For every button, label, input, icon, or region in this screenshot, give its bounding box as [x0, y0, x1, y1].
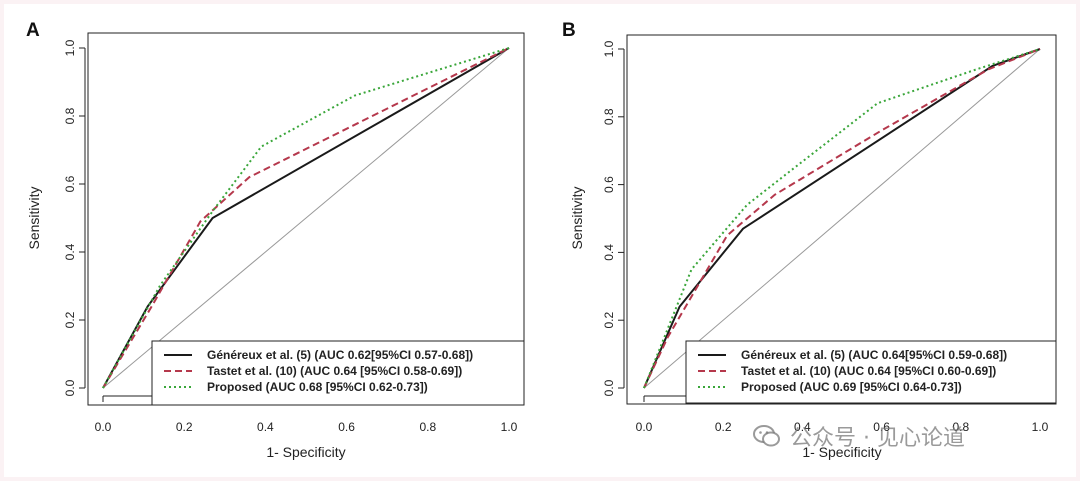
x-tick-label-b-1: 0.2: [715, 420, 732, 434]
y-tick-label-b-2: 0.4: [602, 244, 616, 261]
legend-box-a: [151, 340, 525, 406]
y-tick-label-a-3: 0.6: [63, 175, 77, 192]
x-tick-label-a-3: 0.6: [338, 420, 355, 434]
x-tick-label-a-2: 0.4: [257, 420, 274, 434]
legend-label-tastet-b: Tastet et al. (10) (AUC 0.64 [95%CI 0.60…: [741, 364, 996, 378]
plot-box-b: [626, 34, 1057, 405]
panel-a: A 1- Specificity Sensitivity 0.0 0.2 0.4 0.…: [26, 20, 525, 460]
x-axis-title-a: 1- Specificity: [266, 444, 345, 460]
x-tick-label-b-4: 0.8: [952, 420, 969, 434]
x-axis-title-b: 1- Specificity: [802, 444, 881, 460]
reference-diagonal-b: [643, 48, 1041, 389]
y-tick-label-a-2: 0.4: [63, 243, 77, 260]
panel-b: B 1- Specificity Sensitivity 0.0 0.2 0.4 0.…: [562, 20, 1057, 460]
roc-curve-g-n-reux-et-al-b: [643, 48, 1041, 389]
x-tick-label-a-1: 0.2: [176, 420, 193, 434]
watermark: 公众号 · 见心论道: [752, 420, 1052, 452]
x-tick-label-b-0: 0.0: [636, 420, 653, 434]
legend-a: Généreux et al. (5) (AUC 0.62[95%CI 0.57…: [151, 340, 525, 406]
series-group-a: [102, 47, 510, 389]
legend-label-proposed-b: Proposed (AUC 0.69 [95%CI 0.64-0.73]): [741, 380, 962, 394]
x-tick-label-a-5: 1.0: [501, 420, 518, 434]
x-tick-label-b-2: 0.4: [794, 420, 811, 434]
panel-letter-b: B: [562, 20, 576, 41]
series-group-b: [643, 48, 1041, 389]
x-tick-label-a-4: 0.8: [419, 420, 436, 434]
watermark-text: 公众号 · 见心论道: [790, 426, 965, 451]
wechat-icon: [753, 425, 780, 447]
legend-box-b: [685, 340, 1057, 404]
y-tick-label-b-4: 0.8: [602, 108, 616, 125]
legend-b: Généreux et al. (5) (AUC 0.64[95%CI 0.59…: [685, 340, 1057, 404]
panel-letter-a: A: [26, 20, 40, 41]
y-tick-label-b-1: 0.2: [602, 312, 616, 329]
y-axis-title-a: Sensitivity: [26, 186, 42, 249]
y-tick-label-a-5: 1.0: [63, 39, 77, 56]
axes-b: 0.0 0.2 0.4 0.6 0.8 1.0 0.0 0.2 0.4 0.6 0.8 1.0: [602, 40, 1049, 434]
roc-curve-tastet-et-al-b: [643, 48, 1041, 389]
y-tick-label-b-5: 1.0: [602, 40, 616, 57]
y-tick-label-a-0: 0.0: [63, 379, 77, 396]
y-tick-label-b-0: 0.0: [602, 379, 616, 396]
legend-label-genereux-a: Généreux et al. (5) (AUC 0.62[95%CI 0.57…: [207, 348, 473, 362]
axes-a: 0.0 0.2 0.4 0.6 0.8 1.0 0.0 0.2 0.4 0.6 0.8 1.0: [63, 39, 518, 434]
legend-label-tastet-a: Tastet et al. (10) (AUC 0.64 [95%CI 0.58…: [207, 364, 462, 378]
reference-diagonal-a: [102, 47, 510, 389]
y-axis-title-b: Sensitivity: [569, 186, 585, 249]
y-tick-label-b-3: 0.6: [602, 176, 616, 193]
x-tick-label-b-3: 0.6: [873, 420, 890, 434]
x-tick-label-a-0: 0.0: [95, 420, 112, 434]
roc-curve-tastet-et-al-a: [102, 47, 510, 389]
x-tick-label-b-5: 1.0: [1032, 420, 1049, 434]
legend-label-proposed-a: Proposed (AUC 0.68 [95%CI 0.62-0.73]): [207, 380, 428, 394]
y-tick-label-a-4: 0.8: [63, 107, 77, 124]
y-tick-label-a-1: 0.2: [63, 311, 77, 328]
legend-label-genereux-b: Généreux et al. (5) (AUC 0.64[95%CI 0.59…: [741, 348, 1007, 362]
